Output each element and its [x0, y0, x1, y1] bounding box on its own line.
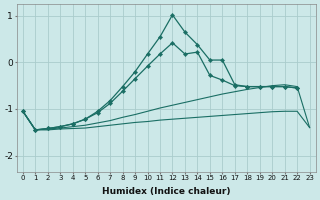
X-axis label: Humidex (Indice chaleur): Humidex (Indice chaleur) [102, 187, 230, 196]
